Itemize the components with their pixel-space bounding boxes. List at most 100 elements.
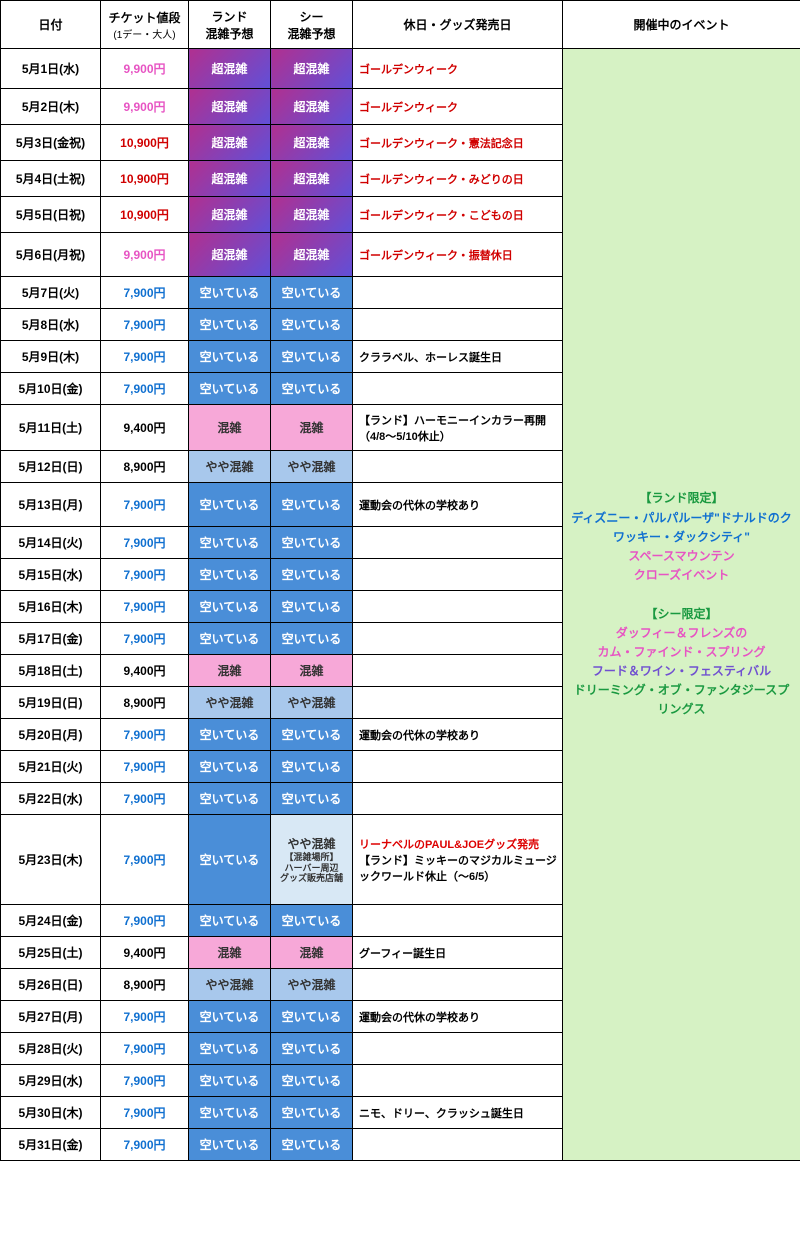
- land-crowd-cell: 混雑: [189, 405, 271, 451]
- date-cell: 5月9日(木): [1, 341, 101, 373]
- price-cell: 9,900円: [101, 233, 189, 277]
- header-holiday: 休日・グッズ発売日: [353, 1, 563, 49]
- date-cell: 5月28日(火): [1, 1033, 101, 1065]
- land-crowd-cell: 混雑: [189, 937, 271, 969]
- holiday-cell: [353, 373, 563, 405]
- land-crowd-cell: 空いている: [189, 483, 271, 527]
- sea-crowd-cell: 空いている: [271, 1033, 353, 1065]
- land-crowd-cell: 空いている: [189, 783, 271, 815]
- land-crowd-cell: 空いている: [189, 559, 271, 591]
- date-cell: 5月30日(木): [1, 1097, 101, 1129]
- sea-crowd-cell: 空いている: [271, 559, 353, 591]
- sea-crowd-cell: 混雑: [271, 405, 353, 451]
- sea-crowd-cell: 超混雑: [271, 49, 353, 89]
- sea-crowd-cell: やや混雑: [271, 687, 353, 719]
- sea-crowd-cell: 空いている: [271, 1001, 353, 1033]
- land-crowd-cell: 空いている: [189, 309, 271, 341]
- land-crowd-cell: やや混雑: [189, 687, 271, 719]
- date-cell: 5月24日(金): [1, 905, 101, 937]
- header-row: 日付 チケット値段(1デー・大人) ランド混雑予想 シー混雑予想 休日・グッズ発…: [1, 1, 800, 49]
- sea-crowd-cell: 混雑: [271, 655, 353, 687]
- header-sea: シー混雑予想: [271, 1, 353, 49]
- date-cell: 5月21日(火): [1, 751, 101, 783]
- date-cell: 5月29日(水): [1, 1065, 101, 1097]
- price-cell: 7,900円: [101, 783, 189, 815]
- table-row: 5月1日(水)9,900円超混雑超混雑ゴールデンウィーク【ランド限定】ディズニー…: [1, 49, 800, 89]
- price-cell: 8,900円: [101, 969, 189, 1001]
- land-crowd-cell: 空いている: [189, 623, 271, 655]
- event-line: 【シー限定】: [569, 605, 794, 624]
- sea-crowd-cell: 空いている: [271, 1129, 353, 1161]
- sea-crowd-cell: 空いている: [271, 277, 353, 309]
- events-cell: 【ランド限定】ディズニー・パルパルーザ"ドナルドのクワッキー・ダックシティ"スペ…: [563, 49, 800, 1161]
- price-cell: 8,900円: [101, 687, 189, 719]
- date-cell: 5月13日(月): [1, 483, 101, 527]
- price-cell: 10,900円: [101, 197, 189, 233]
- holiday-cell: [353, 905, 563, 937]
- price-cell: 7,900円: [101, 905, 189, 937]
- sea-crowd-cell: 空いている: [271, 751, 353, 783]
- event-line: ダッフィー＆フレンズの: [569, 624, 794, 643]
- date-cell: 5月25日(土): [1, 937, 101, 969]
- sea-crowd-cell: 空いている: [271, 527, 353, 559]
- event-line: ドリーミング・オブ・ファンタジースプリングス: [569, 681, 794, 719]
- sea-crowd-cell: 空いている: [271, 719, 353, 751]
- land-crowd-cell: 空いている: [189, 1097, 271, 1129]
- calendar-table: 日付 チケット値段(1デー・大人) ランド混雑予想 シー混雑予想 休日・グッズ発…: [0, 0, 800, 1161]
- date-cell: 5月8日(水): [1, 309, 101, 341]
- price-cell: 7,900円: [101, 1033, 189, 1065]
- land-crowd-cell: 混雑: [189, 655, 271, 687]
- price-cell: 9,400円: [101, 937, 189, 969]
- sea-crowd-cell: 空いている: [271, 1065, 353, 1097]
- holiday-cell: ゴールデンウィーク・こどもの日: [353, 197, 563, 233]
- price-cell: 7,900円: [101, 341, 189, 373]
- price-cell: 7,900円: [101, 527, 189, 559]
- holiday-cell: [353, 1033, 563, 1065]
- sea-crowd-cell: 空いている: [271, 341, 353, 373]
- price-cell: 7,900円: [101, 719, 189, 751]
- sea-crowd-cell: 超混雑: [271, 89, 353, 125]
- date-cell: 5月20日(月): [1, 719, 101, 751]
- land-crowd-cell: 超混雑: [189, 161, 271, 197]
- price-cell: 7,900円: [101, 483, 189, 527]
- land-crowd-cell: 超混雑: [189, 89, 271, 125]
- sea-crowd-cell: 超混雑: [271, 233, 353, 277]
- land-crowd-cell: 超混雑: [189, 125, 271, 161]
- holiday-cell: [353, 591, 563, 623]
- price-cell: 7,900円: [101, 623, 189, 655]
- date-cell: 5月23日(木): [1, 815, 101, 905]
- land-crowd-cell: 空いている: [189, 719, 271, 751]
- price-cell: 7,900円: [101, 277, 189, 309]
- header-land: ランド混雑予想: [189, 1, 271, 49]
- price-cell: 10,900円: [101, 161, 189, 197]
- date-cell: 5月16日(木): [1, 591, 101, 623]
- holiday-cell: クララベル、ホーレス誕生日: [353, 341, 563, 373]
- holiday-cell: ゴールデンウィーク・憲法記念日: [353, 125, 563, 161]
- sea-crowd-cell: 空いている: [271, 905, 353, 937]
- holiday-cell: リーナベルのPAUL&JOEグッズ発売【ランド】ミッキーのマジカルミュージックワ…: [353, 815, 563, 905]
- date-cell: 5月11日(土): [1, 405, 101, 451]
- sea-crowd-cell: 空いている: [271, 783, 353, 815]
- date-cell: 5月14日(火): [1, 527, 101, 559]
- price-cell: 8,900円: [101, 451, 189, 483]
- holiday-cell: [353, 1065, 563, 1097]
- holiday-cell: [353, 1129, 563, 1161]
- header-price: チケット値段(1デー・大人): [101, 1, 189, 49]
- holiday-cell: ゴールデンウィーク: [353, 89, 563, 125]
- event-line: フード＆ワイン・フェスティバル: [569, 662, 794, 681]
- sea-crowd-cell: 空いている: [271, 623, 353, 655]
- land-crowd-cell: 空いている: [189, 591, 271, 623]
- date-cell: 5月17日(金): [1, 623, 101, 655]
- price-cell: 7,900円: [101, 1129, 189, 1161]
- land-crowd-cell: 空いている: [189, 1129, 271, 1161]
- holiday-cell: [353, 309, 563, 341]
- date-cell: 5月26日(日): [1, 969, 101, 1001]
- event-line: スペースマウンテン: [569, 547, 794, 566]
- price-cell: 7,900円: [101, 591, 189, 623]
- price-cell: 9,400円: [101, 655, 189, 687]
- holiday-cell: グーフィー誕生日: [353, 937, 563, 969]
- holiday-cell: [353, 751, 563, 783]
- land-crowd-cell: 超混雑: [189, 49, 271, 89]
- sea-crowd-cell: やや混雑: [271, 451, 353, 483]
- land-crowd-cell: 超混雑: [189, 197, 271, 233]
